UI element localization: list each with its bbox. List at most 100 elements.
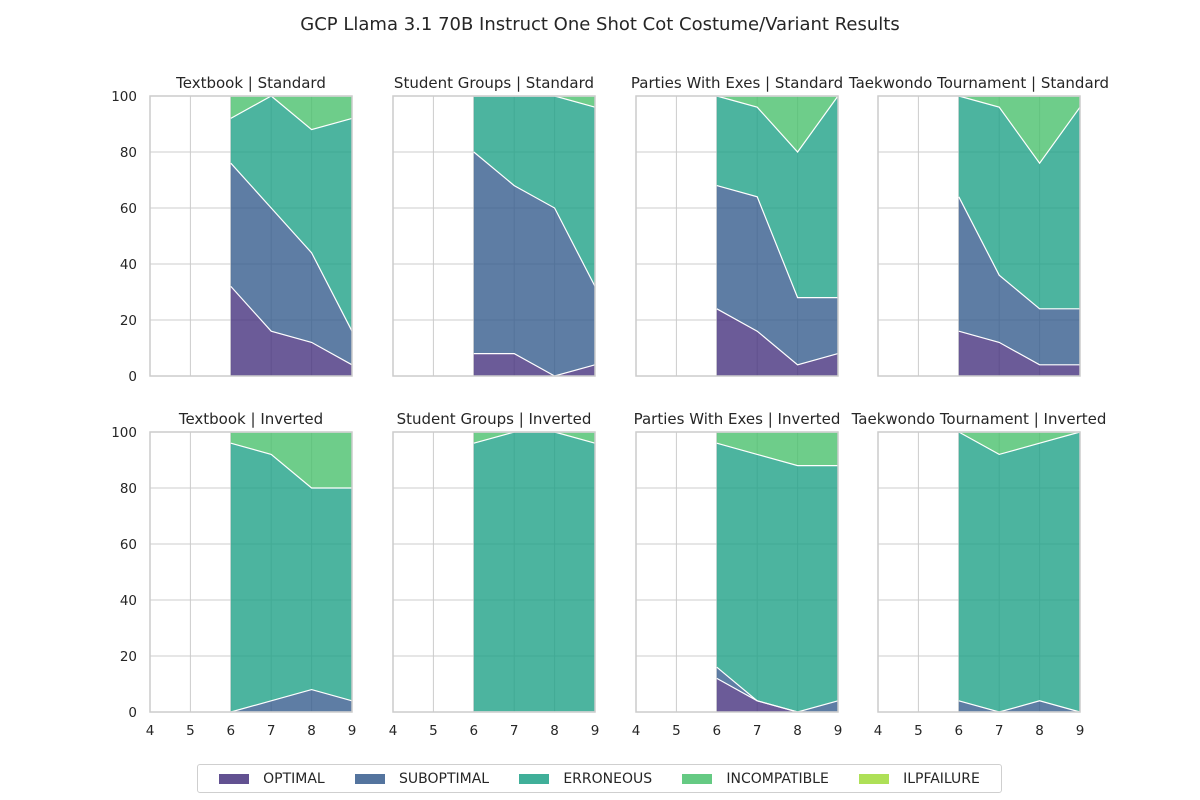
area-incompatible: [958, 432, 1080, 455]
panel-8: Taekwondo Tournament | Inverted 4 5 6 7 8 9: [851, 410, 1107, 739]
x-tick-label: 8: [307, 723, 316, 739]
y-tick-label: 40: [120, 257, 137, 273]
panel-title: Student Groups | Standard: [394, 74, 594, 92]
area-suboptimal: [473, 152, 595, 376]
panel-title: Textbook | Inverted: [178, 410, 323, 428]
legend-label: ILPFAILURE: [903, 770, 980, 787]
x-tick-label: 8: [793, 723, 802, 739]
area-edge-optimal: [230, 285, 353, 366]
legend-label: OPTIMAL: [263, 770, 325, 787]
x-tick-label: 5: [186, 723, 195, 739]
panel-frame: [392, 95, 596, 377]
panel-frame: [392, 431, 596, 713]
x-tick-label: 7: [510, 723, 519, 739]
x-tick-label: 8: [550, 723, 559, 739]
x-tick-label: 6: [713, 723, 722, 739]
area-edge-erroneous: [716, 442, 838, 467]
area-suboptimal: [716, 185, 838, 365]
area-incompatible: [716, 96, 838, 152]
area-edge-suboptimal: [230, 162, 353, 332]
area-edge-suboptimal: [716, 666, 839, 713]
panel-1: Textbook | Standard 0 20 40 60 80 100: [111, 74, 353, 385]
panel-frame: [149, 95, 353, 377]
area-edge-erroneous: [958, 431, 1081, 456]
x-tick-label: 4: [874, 723, 883, 739]
area-edge-optimal: [958, 330, 1080, 366]
panel-2: Student Groups | Standard: [392, 74, 596, 377]
legend-swatch-suboptimal: [354, 773, 385, 784]
x-tick-label: 4: [146, 723, 155, 739]
chart-title: GCP Llama 3.1 70B Instruct One Shot Cot …: [300, 14, 899, 35]
area-erroneous: [716, 96, 838, 298]
panel-frame: [635, 431, 839, 713]
area-erroneous: [473, 96, 595, 287]
area-incompatible: [716, 432, 838, 466]
x-tick-label: 6: [227, 723, 236, 739]
panel-6: Student Groups | Inverted 4 5 6 7 8 9: [389, 410, 600, 739]
y-tick-label: 40: [120, 593, 137, 609]
legend-swatch-erroneous: [519, 773, 550, 784]
area-edge-suboptimal: [958, 700, 1081, 713]
x-tick-label: 9: [1076, 723, 1085, 739]
area-incompatible: [958, 96, 1080, 164]
y-tick-label: 100: [111, 425, 137, 441]
panel-frame: [877, 431, 1081, 713]
area-optimal: [716, 308, 838, 376]
legend-label: SUBOPTIMAL: [398, 770, 490, 787]
x-tick-label: 9: [834, 723, 843, 739]
x-tick-label: 8: [1035, 723, 1044, 739]
area-edge-erroneous: [958, 95, 1081, 165]
area-suboptimal: [230, 163, 352, 365]
y-tick-label: 80: [120, 145, 137, 161]
area-edge-suboptimal: [473, 151, 596, 287]
area-edge-optimal: [473, 353, 596, 377]
legend-item-optimal: OPTIMAL: [219, 771, 325, 787]
area-erroneous: [230, 443, 352, 712]
area-edge-suboptimal: [958, 196, 1080, 310]
legend-item-suboptimal: SUBOPTIMAL: [354, 770, 490, 787]
area-edge-erroneous: [230, 442, 352, 489]
y-tick-label: 0: [128, 705, 137, 721]
area-optimal: [230, 286, 352, 376]
y-tick-label: 20: [120, 649, 137, 665]
area-erroneous: [958, 432, 1080, 712]
legend: OPTIMAL SUBOPTIMAL ERRONEOUS INCOMPATIBL…: [197, 764, 1002, 793]
y-tick-label: 80: [120, 481, 137, 497]
x-tick-label: 4: [389, 723, 398, 739]
y-tick-label: 0: [128, 369, 137, 385]
area-edge-optimal: [716, 308, 839, 366]
area-erroneous: [958, 96, 1080, 309]
x-tick-label: 6: [470, 723, 479, 739]
area-edge-suboptimal: [716, 185, 838, 299]
area-erroneous: [230, 96, 352, 332]
area-edge-suboptimal: [230, 688, 353, 713]
area-edge-erroneous: [230, 95, 353, 131]
area-optimal: [716, 678, 838, 712]
panel-frame: [149, 431, 353, 713]
x-tick-label: 7: [267, 723, 276, 739]
panel-title: Parties With Exes | Inverted: [634, 410, 841, 428]
panel-title: Textbook | Standard: [175, 74, 326, 92]
x-tick-label: 9: [591, 723, 600, 739]
panel-3: Parties With Exes | Standard: [631, 74, 843, 377]
y-tick-label: 60: [120, 537, 137, 553]
area-suboptimal: [716, 667, 838, 712]
panel-5: Textbook | Inverted 0 20 40 60 80 100 4 5 6 7 8 9: [111, 410, 356, 739]
legend-label: ERRONEOUS: [563, 770, 653, 787]
legend-swatch-optimal: [219, 773, 250, 784]
x-tick-label: 9: [348, 723, 357, 739]
legend-item-erroneous: ERRONEOUS: [519, 771, 652, 787]
legend-item-ilpfailure: ILPFAILURE: [859, 771, 980, 787]
y-tick-label: 60: [120, 201, 137, 217]
legend-label: INCOMPATIBLE: [726, 770, 829, 787]
x-tick-label: 4: [632, 723, 641, 739]
x-tick-label: 5: [429, 723, 438, 739]
legend-item-incompatible: INCOMPATIBLE: [682, 770, 829, 787]
y-tick-label: 100: [111, 89, 137, 105]
area-incompatible: [230, 432, 352, 488]
area-suboptimal: [230, 689, 352, 712]
area-suboptimal: [958, 196, 1080, 365]
x-tick-label: 7: [995, 723, 1004, 739]
panel-title: Taekwondo Tournament | Inverted: [851, 410, 1107, 428]
